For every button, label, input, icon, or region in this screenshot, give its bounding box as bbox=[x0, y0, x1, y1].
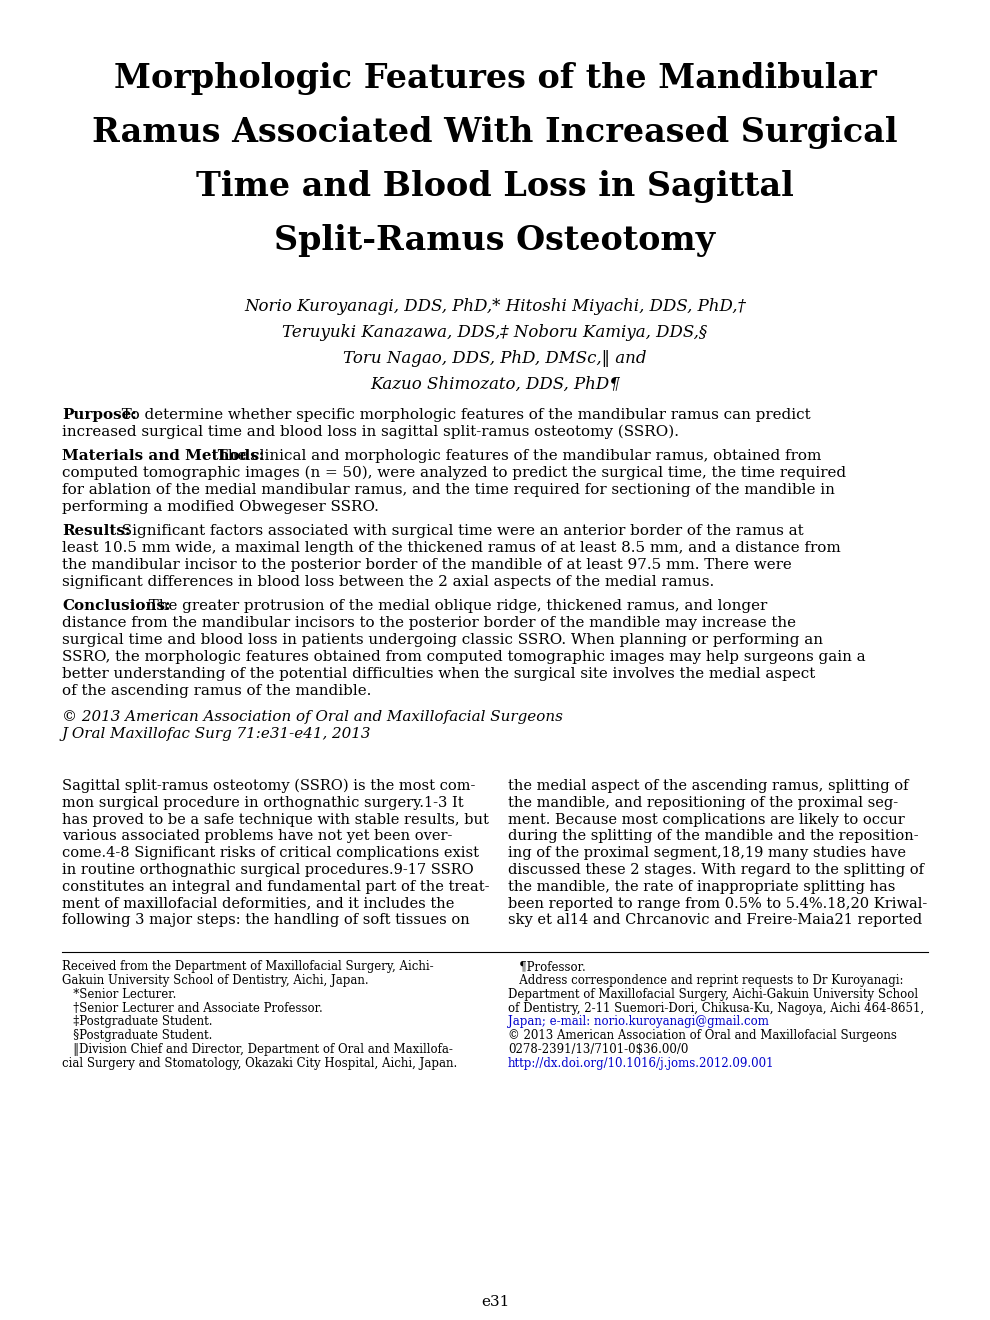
Text: © 2013 American Association of Oral and Maxillofacial Surgeons: © 2013 American Association of Oral and … bbox=[508, 1030, 897, 1043]
Text: constitutes an integral and fundamental part of the treat-: constitutes an integral and fundamental … bbox=[62, 880, 489, 894]
Text: the mandible, the rate of inappropriate splitting has: the mandible, the rate of inappropriate … bbox=[508, 880, 895, 894]
Text: Conclusions:: Conclusions: bbox=[62, 599, 170, 612]
Text: Gakuin University School of Dentistry, Aichi, Japan.: Gakuin University School of Dentistry, A… bbox=[62, 974, 368, 987]
Text: To determine whether specific morphologic features of the mandibular ramus can p: To determine whether specific morphologi… bbox=[117, 408, 811, 422]
Text: Results:: Results: bbox=[62, 524, 131, 539]
Text: 0278-2391/13/7101-0$36.00/0: 0278-2391/13/7101-0$36.00/0 bbox=[508, 1043, 688, 1056]
Text: has proved to be a safe technique with stable results, but: has proved to be a safe technique with s… bbox=[62, 813, 489, 826]
Text: performing a modified Obwegeser SSRO.: performing a modified Obwegeser SSRO. bbox=[62, 500, 379, 513]
Text: discussed these 2 stages. With regard to the splitting of: discussed these 2 stages. With regard to… bbox=[508, 863, 924, 876]
Text: least 10.5 mm wide, a maximal length of the thickened ramus of at least 8.5 mm, : least 10.5 mm wide, a maximal length of … bbox=[62, 541, 841, 554]
Text: Teruyuki Kanazawa, DDS,‡ Noboru Kamiya, DDS,§: Teruyuki Kanazawa, DDS,‡ Noboru Kamiya, … bbox=[282, 323, 708, 341]
Text: Significant factors associated with surgical time were an anterior border of the: Significant factors associated with surg… bbox=[117, 524, 804, 539]
Text: SSRO, the morphologic features obtained from computed tomographic images may hel: SSRO, the morphologic features obtained … bbox=[62, 649, 865, 664]
Text: Morphologic Features of the Mandibular: Morphologic Features of the Mandibular bbox=[114, 62, 876, 95]
Text: J Oral Maxillofac Surg 71:e31-e41, 2013: J Oral Maxillofac Surg 71:e31-e41, 2013 bbox=[62, 727, 371, 741]
Text: ‖Division Chief and Director, Department of Oral and Maxillofa-: ‖Division Chief and Director, Department… bbox=[62, 1043, 452, 1056]
Text: ‡Postgraduate Student.: ‡Postgraduate Student. bbox=[62, 1015, 213, 1028]
Text: Kazuo Shimozato, DDS, PhD¶: Kazuo Shimozato, DDS, PhD¶ bbox=[370, 376, 620, 393]
Text: http://dx.doi.org/10.1016/j.joms.2012.09.001: http://dx.doi.org/10.1016/j.joms.2012.09… bbox=[508, 1057, 774, 1069]
Text: the medial aspect of the ascending ramus, splitting of: the medial aspect of the ascending ramus… bbox=[508, 779, 909, 793]
Text: *Senior Lecturer.: *Senior Lecturer. bbox=[62, 987, 176, 1001]
Text: come.4-8 Significant risks of critical complications exist: come.4-8 Significant risks of critical c… bbox=[62, 846, 479, 861]
Text: © 2013 American Association of Oral and Maxillofacial Surgeons: © 2013 American Association of Oral and … bbox=[62, 710, 563, 723]
Text: Materials and Methods:: Materials and Methods: bbox=[62, 449, 264, 463]
Text: significant differences in blood loss between the 2 axial aspects of the medial : significant differences in blood loss be… bbox=[62, 576, 714, 589]
Text: †Senior Lecturer and Associate Professor.: †Senior Lecturer and Associate Professor… bbox=[62, 1002, 323, 1015]
Text: ¶Professor.: ¶Professor. bbox=[508, 960, 586, 973]
Text: Sagittal split-ramus osteotomy (SSRO) is the most com-: Sagittal split-ramus osteotomy (SSRO) is… bbox=[62, 779, 475, 793]
Text: ing of the proximal segment,18,19 many studies have: ing of the proximal segment,18,19 many s… bbox=[508, 846, 906, 861]
Text: Ramus Associated With Increased Surgical: Ramus Associated With Increased Surgical bbox=[92, 116, 898, 149]
Text: Department of Maxillofacial Surgery, Aichi-Gakuin University School: Department of Maxillofacial Surgery, Aic… bbox=[508, 987, 918, 1001]
Text: Split-Ramus Osteotomy: Split-Ramus Osteotomy bbox=[274, 224, 716, 257]
Text: sky et al14 and Chrcanovic and Freire-Maia21 reported: sky et al14 and Chrcanovic and Freire-Ma… bbox=[508, 913, 922, 928]
Text: surgical time and blood loss in patients undergoing classic SSRO. When planning : surgical time and blood loss in patients… bbox=[62, 634, 823, 647]
Text: in routine orthognathic surgical procedures.9-17 SSRO: in routine orthognathic surgical procedu… bbox=[62, 863, 474, 876]
Text: Japan; e-mail: norio.kuroyanagi@gmail.com: Japan; e-mail: norio.kuroyanagi@gmail.co… bbox=[508, 1015, 769, 1028]
Text: Address correspondence and reprint requests to Dr Kuroyanagi:: Address correspondence and reprint reque… bbox=[508, 974, 904, 987]
Text: during the splitting of the mandible and the reposition-: during the splitting of the mandible and… bbox=[508, 829, 919, 843]
Text: increased surgical time and blood loss in sagittal split-ramus osteotomy (SSRO).: increased surgical time and blood loss i… bbox=[62, 425, 679, 440]
Text: mon surgical procedure in orthognathic surgery.1-3 It: mon surgical procedure in orthognathic s… bbox=[62, 796, 463, 809]
Text: ment. Because most complications are likely to occur: ment. Because most complications are lik… bbox=[508, 813, 905, 826]
Text: distance from the mandibular incisors to the posterior border of the mandible ma: distance from the mandibular incisors to… bbox=[62, 616, 796, 630]
Text: better understanding of the potential difficulties when the surgical site involv: better understanding of the potential di… bbox=[62, 667, 815, 681]
Text: of Dentistry, 2-11 Suemori-Dori, Chikusa-Ku, Nagoya, Aichi 464-8651,: of Dentistry, 2-11 Suemori-Dori, Chikusa… bbox=[508, 1002, 924, 1015]
Text: Purpose:: Purpose: bbox=[62, 408, 137, 422]
Text: Toru Nagao, DDS, PhD, DMSc,‖ and: Toru Nagao, DDS, PhD, DMSc,‖ and bbox=[344, 350, 646, 367]
Text: of the ascending ramus of the mandible.: of the ascending ramus of the mandible. bbox=[62, 684, 371, 698]
Text: The clinical and morphologic features of the mandibular ramus, obtained from: The clinical and morphologic features of… bbox=[213, 449, 821, 463]
Text: The greater protrusion of the medial oblique ridge, thickened ramus, and longer: The greater protrusion of the medial obl… bbox=[145, 599, 767, 612]
Text: ment of maxillofacial deformities, and it includes the: ment of maxillofacial deformities, and i… bbox=[62, 896, 454, 911]
Text: the mandibular incisor to the posterior border of the mandible of at least 97.5 : the mandibular incisor to the posterior … bbox=[62, 558, 792, 572]
Text: cial Surgery and Stomatology, Okazaki City Hospital, Aichi, Japan.: cial Surgery and Stomatology, Okazaki Ci… bbox=[62, 1057, 457, 1069]
Text: various associated problems have not yet been over-: various associated problems have not yet… bbox=[62, 829, 452, 843]
Text: Norio Kuroyanagi, DDS, PhD,* Hitoshi Miyachi, DDS, PhD,†: Norio Kuroyanagi, DDS, PhD,* Hitoshi Miy… bbox=[245, 298, 745, 315]
Text: e31: e31 bbox=[481, 1295, 509, 1309]
Text: for ablation of the medial mandibular ramus, and the time required for sectionin: for ablation of the medial mandibular ra… bbox=[62, 483, 835, 498]
Text: Received from the Department of Maxillofacial Surgery, Aichi-: Received from the Department of Maxillof… bbox=[62, 960, 434, 973]
Text: Time and Blood Loss in Sagittal: Time and Blood Loss in Sagittal bbox=[196, 170, 794, 203]
Text: computed tomographic images (n = 50), were analyzed to predict the surgical time: computed tomographic images (n = 50), we… bbox=[62, 466, 846, 480]
Text: the mandible, and repositioning of the proximal seg-: the mandible, and repositioning of the p… bbox=[508, 796, 898, 809]
Text: been reported to range from 0.5% to 5.4%.18,20 Kriwal-: been reported to range from 0.5% to 5.4%… bbox=[508, 896, 928, 911]
Text: §Postgraduate Student.: §Postgraduate Student. bbox=[62, 1030, 213, 1043]
Text: following 3 major steps: the handling of soft tissues on: following 3 major steps: the handling of… bbox=[62, 913, 469, 928]
